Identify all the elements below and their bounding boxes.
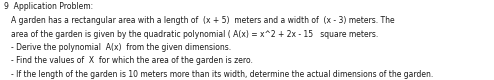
Text: area of the garden is given by the quadratic polynomial ( A(x) = x^2 + 2x - 15  : area of the garden is given by the quadr… [11, 30, 378, 39]
Text: - Find the values of  X  for which the area of the garden is zero.: - Find the values of X for which the are… [11, 56, 253, 65]
Text: - Derive the polynomial  A(x)  from the given dimensions.: - Derive the polynomial A(x) from the gi… [11, 43, 231, 52]
Text: A garden has a rectangular area with a length of  (x + 5)  meters and a width of: A garden has a rectangular area with a l… [11, 16, 395, 25]
Text: - If the length of the garden is 10 meters more than its width, determine the ac: - If the length of the garden is 10 mete… [11, 70, 433, 79]
Text: 9  Application Problem:: 9 Application Problem: [4, 2, 93, 11]
